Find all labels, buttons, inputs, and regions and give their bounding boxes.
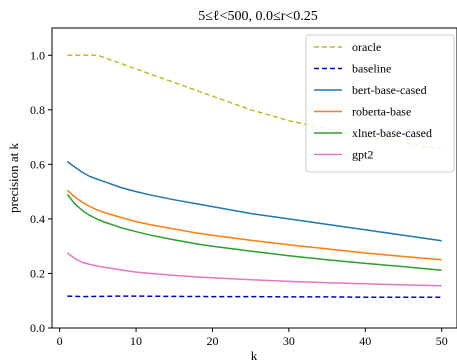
series-line-xlnet-base-cased (66, 193, 442, 271)
legend-label: bert-base-cased (352, 83, 427, 97)
chart-title: 5≤ℓ<500, 0.0≤r<0.25 (198, 9, 318, 24)
y-tick-label: 1.0 (30, 48, 45, 62)
y-tick-label: 0.4 (30, 212, 45, 226)
y-tick-label: 0.8 (30, 103, 45, 117)
series-line-oracle (67, 54, 442, 151)
y-tick-label: 0.2 (30, 266, 45, 280)
y-axis-label: precision at k (6, 142, 21, 213)
legend-label: xlnet-base-cased (352, 126, 432, 140)
y-tick-label: 0.0 (30, 321, 45, 335)
plot-frame (51, 27, 457, 329)
y-axis: 0.0 0.2 0.4 0.6 0.8 1.0 (30, 48, 52, 335)
legend-label: roberta-base (352, 105, 411, 119)
series-line-bert-base-cased (66, 160, 442, 242)
series-line-roberta-base (66, 189, 442, 261)
x-axis-label: k (251, 348, 258, 363)
series-line-gpt2 (66, 252, 442, 287)
x-tick-label: 30 (283, 334, 295, 348)
x-tick-label: 50 (436, 334, 448, 348)
series-layer (66, 54, 442, 298)
legend-label: baseline (352, 62, 391, 76)
y-tick-label: 0.6 (30, 157, 45, 171)
legend-box (305, 34, 455, 173)
x-axis: 0 10 20 30 40 50 (57, 328, 448, 348)
x-tick-label: 0 (57, 334, 63, 348)
legend-label: gpt2 (352, 148, 373, 162)
x-tick-label: 10 (130, 334, 142, 348)
legend-label: oracle (352, 40, 381, 54)
legend: oracle baseline bert-base-cased roberta-bas… (305, 34, 455, 173)
x-tick-label: 40 (359, 334, 371, 348)
series-line-baseline (67, 295, 442, 298)
x-tick-label: 20 (206, 334, 218, 348)
